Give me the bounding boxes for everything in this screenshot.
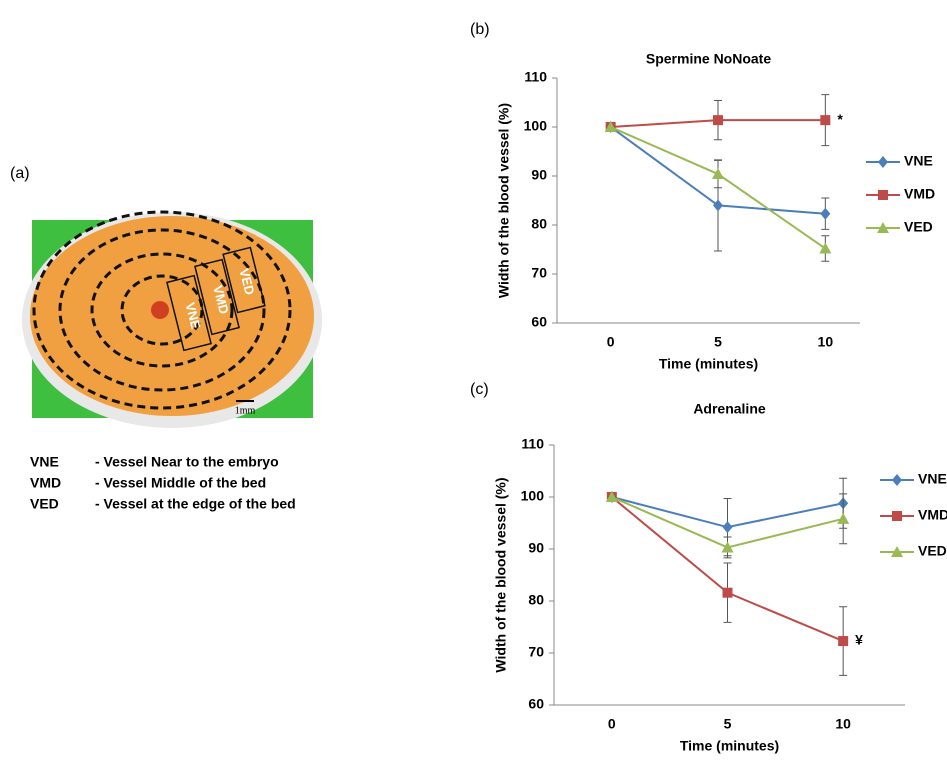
marker	[722, 587, 733, 598]
photo: VNE VMD VED 1mm	[22, 210, 322, 428]
y-axis-title: Width of the blood vessel (%)	[496, 103, 512, 298]
definition-term: VNE	[30, 454, 59, 470]
legend-label: VMD	[918, 507, 947, 523]
y-tick-label: 90	[531, 167, 547, 183]
marker	[877, 222, 889, 233]
definition-text: - Vessel at the edge of the bed	[95, 496, 296, 512]
marker	[837, 512, 850, 524]
y-axis-title: Width of the blood vessel (%)	[493, 477, 509, 672]
marker	[713, 199, 723, 212]
marker	[891, 546, 903, 557]
legend-label: VED	[904, 219, 933, 235]
marker	[604, 121, 617, 132]
marker	[820, 115, 831, 126]
panel-label: (a)	[10, 165, 30, 182]
legend-label: VNE	[904, 153, 933, 169]
y-tick-label: 70	[528, 644, 544, 660]
definition-term: VMD	[30, 475, 61, 491]
y-tick-label: 100	[521, 488, 545, 504]
y-tick-label: 110	[521, 436, 544, 452]
x-tick-label: 10	[818, 334, 834, 350]
marker	[712, 168, 724, 180]
marker	[722, 521, 733, 534]
zone-label: VED	[237, 267, 258, 297]
y-tick-label: 60	[528, 696, 544, 712]
marker	[721, 541, 734, 553]
y-tick-label: 80	[528, 592, 544, 608]
legend-label: VED	[918, 543, 947, 559]
marker	[892, 511, 902, 521]
zone-label: VMD	[210, 284, 232, 316]
x-tick-label: 5	[724, 716, 732, 732]
marker	[819, 242, 832, 254]
panel-label: (c)	[470, 381, 489, 398]
marker	[713, 115, 723, 126]
panel-label: (b)	[470, 21, 490, 38]
y-tick-label: 90	[528, 540, 544, 556]
definition-text: - Vessel Near to the embryo	[95, 454, 279, 470]
definition-text: - Vessel Middle of the bed	[95, 475, 266, 491]
legend-label: VNE	[918, 471, 947, 487]
y-tick-label: 110	[524, 69, 547, 85]
annotation: *	[837, 111, 843, 127]
x-axis-title: Time (minutes)	[680, 738, 779, 754]
x-tick-label: 0	[608, 716, 616, 732]
definition-term: VED	[30, 496, 59, 512]
y-tick-label: 80	[531, 216, 547, 232]
x-tick-label: 10	[835, 716, 851, 732]
legend-label: VMD	[904, 186, 935, 202]
marker	[878, 190, 888, 200]
marker	[892, 474, 902, 486]
y-tick-label: 60	[531, 314, 547, 330]
y-tick-label: 70	[531, 265, 547, 281]
x-axis-title: Time (minutes)	[659, 356, 758, 372]
chart-title: Spermine NoNoate	[646, 51, 771, 67]
y-tick-label: 100	[524, 118, 548, 134]
annotation: ¥	[855, 632, 863, 648]
marker	[878, 156, 888, 168]
marker	[820, 207, 831, 220]
definitions: VNE - Vessel Near to the embryo VMD - Ve…	[30, 454, 296, 512]
zone-label: VNE	[183, 301, 204, 331]
yolk	[30, 216, 314, 416]
x-tick-label: 0	[607, 334, 615, 350]
chart-title: Adrenaline	[693, 401, 766, 417]
marker	[838, 636, 849, 647]
marker	[605, 491, 618, 502]
scale-bar-label: 1mm	[235, 405, 256, 416]
x-tick-label: 5	[714, 334, 722, 350]
